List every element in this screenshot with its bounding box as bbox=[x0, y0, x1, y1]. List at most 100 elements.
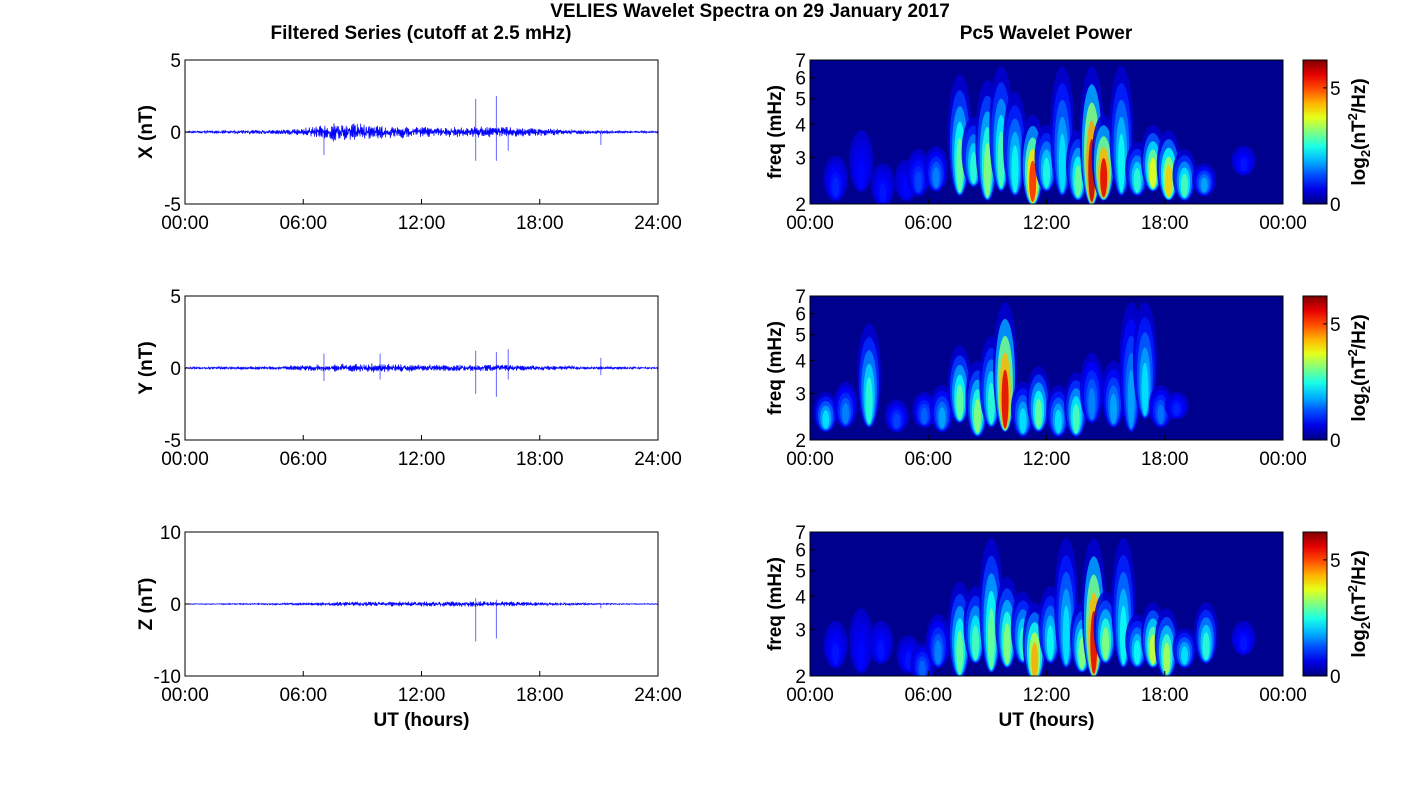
z-wavelet-ytick-label: 6 bbox=[795, 541, 806, 562]
y-wavelet-power-cell bbox=[1046, 385, 1071, 438]
z-wavelet-xlabel: UT (hours) bbox=[998, 710, 1094, 731]
z-wavelet-colorbar-tick-label: 0 bbox=[1330, 667, 1341, 688]
x-wavelet-power-level bbox=[983, 142, 991, 198]
z-wavelet-power-level bbox=[1163, 642, 1171, 674]
x-wavelet-colorbar-label: log2(nT2/Hz) bbox=[1345, 78, 1373, 185]
z-wavelet-power-level bbox=[1046, 625, 1054, 660]
y-series-ytick-label: 5 bbox=[170, 287, 181, 308]
y-wavelet-power-level bbox=[956, 384, 964, 420]
x-series-xtick-label: 12:00 bbox=[398, 213, 446, 234]
z-wavelet-power-level bbox=[832, 643, 840, 665]
y-wavelet-ytick-label: 7 bbox=[795, 287, 806, 308]
x-wavelet-xtick-label: 12:00 bbox=[1023, 213, 1071, 234]
x-wavelet-power-level bbox=[1100, 158, 1108, 198]
z-wavelet-power-cell bbox=[1154, 608, 1179, 676]
z-wavelet-power-level bbox=[905, 652, 912, 670]
z-wavelet-power-cell bbox=[1038, 586, 1063, 664]
y-wavelet-power-level bbox=[842, 403, 849, 424]
x-wavelet-power-level bbox=[956, 137, 964, 193]
y-wavelet-power-cell bbox=[1026, 366, 1051, 433]
z-wavelet-power-level bbox=[1202, 632, 1210, 660]
y-wavelet-power-cell bbox=[1148, 385, 1173, 428]
panels: 5 0 -5 X (nT) 00:00 06:00 12:00 18:00 24:00 5 0 -5 Y… bbox=[136, 51, 1373, 731]
y-wavelet-ytick-label: 2 bbox=[795, 431, 806, 452]
z-wavelet-power-level bbox=[918, 660, 926, 676]
y-wavelet-power-level bbox=[1035, 398, 1043, 429]
x-wavelet-ytick-label: 4 bbox=[795, 115, 806, 136]
z-wavelet-power-level bbox=[1181, 646, 1188, 665]
x-wavelet-heatmap-area bbox=[823, 66, 1256, 204]
x-wavelet-power-level bbox=[1029, 160, 1037, 203]
x-series-panel: 5 0 -5 X (nT) 00:00 06:00 12:00 18:00 24:00 bbox=[136, 51, 682, 234]
y-wavelet-power-cell bbox=[833, 381, 858, 428]
y-wavelet-power-cell bbox=[912, 392, 937, 428]
x-wavelet-power-cell bbox=[1192, 163, 1217, 197]
y-wavelet-colorbar bbox=[1302, 295, 1328, 441]
x-wavelet-power-level bbox=[1117, 133, 1125, 193]
z-wavelet-power-level bbox=[1031, 642, 1039, 676]
x-wavelet-power-level bbox=[1240, 158, 1248, 172]
y-wavelet-power-cell bbox=[930, 385, 954, 433]
x-series-ylabel: X (nT) bbox=[136, 105, 157, 159]
y-wavelet-power-level bbox=[1072, 403, 1080, 434]
y-wavelet-xtick-label: 00:00 bbox=[786, 449, 834, 470]
left-column-title: Filtered Series (cutoff at 2.5 mHz) bbox=[271, 23, 572, 44]
z-series-xtick-label: 00:00 bbox=[161, 685, 209, 706]
z-wavelet-ytick-label: 2 bbox=[795, 667, 806, 688]
z-wavelet-power-cell bbox=[1231, 621, 1256, 656]
y-series-xtick-label: 00:00 bbox=[161, 449, 209, 470]
x-series-ytick-label: -5 bbox=[164, 195, 181, 216]
z-wavelet-power-level bbox=[1240, 636, 1248, 652]
x-wavelet-power-level bbox=[1043, 157, 1050, 188]
z-wavelet-xtick-label: 00:00 bbox=[1259, 685, 1307, 706]
y-wavelet-power-cell bbox=[1064, 372, 1089, 438]
y-wavelet-power-cell bbox=[1079, 352, 1104, 424]
x-wavelet-power-level bbox=[1058, 133, 1066, 193]
z-wavelet-ytick-label: 3 bbox=[795, 620, 806, 641]
z-wavelet-power-level bbox=[956, 630, 964, 675]
z-series-ylabel: Z (nT) bbox=[136, 578, 157, 631]
z-series-ytick-label: -10 bbox=[154, 667, 181, 688]
y-series-trace bbox=[184, 363, 659, 373]
y-wavelet-power-cell bbox=[1164, 392, 1189, 420]
z-series-xtick-label: 06:00 bbox=[279, 685, 327, 706]
x-wavelet-xtick-label: 00:00 bbox=[1259, 213, 1307, 234]
z-wavelet-ytick-label: 5 bbox=[795, 562, 806, 583]
y-wavelet-power-cell bbox=[884, 399, 909, 433]
x-wavelet-power-level bbox=[1011, 145, 1019, 193]
z-wavelet-power-cell bbox=[896, 635, 921, 674]
y-wavelet-xtick-label: 00:00 bbox=[1259, 449, 1307, 470]
z-wavelet-heatmap-area bbox=[823, 538, 1256, 676]
z-wavelet-ytick-label: 4 bbox=[795, 587, 806, 608]
z-series-xtick-label: 18:00 bbox=[516, 685, 564, 706]
y-wavelet-power-level bbox=[865, 377, 873, 424]
y-wavelet-power-level bbox=[1054, 409, 1062, 434]
z-wavelet-xtick-label: 00:00 bbox=[786, 685, 834, 706]
z-wavelet-power-cell bbox=[979, 538, 1004, 674]
x-wavelet-power-level bbox=[914, 171, 922, 193]
z-wavelet-power-cell bbox=[1172, 628, 1197, 669]
y-wavelet-power-level bbox=[1019, 408, 1027, 434]
y-wavelet-colorbar-label: log2(nT2/Hz) bbox=[1345, 314, 1373, 421]
z-series-xtick-label: 12:00 bbox=[398, 685, 446, 706]
x-wavelet-xtick-label: 00:00 bbox=[786, 213, 834, 234]
x-wavelet-power-level bbox=[1165, 165, 1173, 198]
y-wavelet-power-level bbox=[1141, 362, 1149, 416]
x-wavelet-power-level bbox=[879, 182, 887, 202]
x-wavelet-xtick-label: 18:00 bbox=[1141, 213, 1189, 234]
x-series-xtick-label: 24:00 bbox=[634, 213, 682, 234]
y-series-panel: 5 0 -5 Y (nT) 00:00 06:00 12:00 18:00 24:00 bbox=[136, 287, 682, 470]
y-wavelet-power-level bbox=[920, 407, 928, 424]
y-wavelet-power-level bbox=[1173, 403, 1181, 416]
y-wavelet-power-level bbox=[974, 398, 981, 434]
x-wavelet-xtick-label: 06:00 bbox=[904, 213, 952, 234]
z-wavelet-power-level bbox=[1102, 627, 1110, 660]
x-wavelet-ytick-label: 7 bbox=[795, 51, 806, 72]
x-series-xtick-label: 06:00 bbox=[279, 213, 327, 234]
y-wavelet-ylabel: freq (mHz) bbox=[765, 321, 786, 415]
x-wavelet-power-level bbox=[1181, 173, 1188, 198]
z-series-ytick-label: 0 bbox=[170, 595, 181, 616]
x-wavelet-power-cell bbox=[823, 156, 848, 202]
